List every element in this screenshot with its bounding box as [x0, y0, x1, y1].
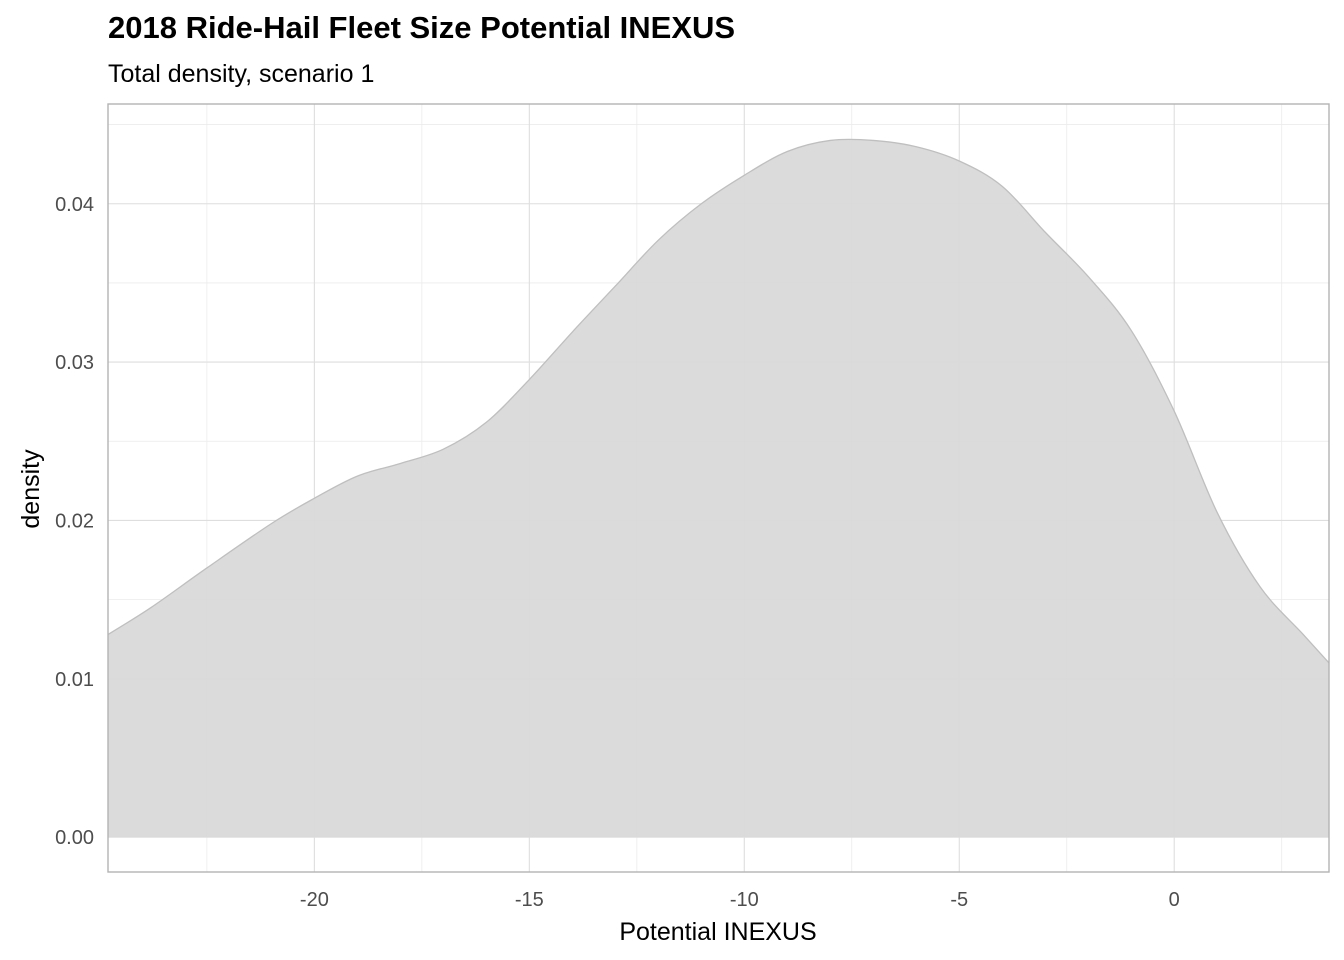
x-tick-label: -15 [515, 889, 544, 911]
chart-title: 2018 Ride-Hail Fleet Size Potential INEX… [108, 10, 736, 45]
y-tick-label: 0.00 [55, 827, 94, 849]
x-axis-tick-labels: -20 -15 -10 -5 0 [300, 889, 1180, 911]
density-area [108, 139, 1329, 838]
panel-border [107, 103, 1330, 873]
y-tick-label: 0.03 [55, 352, 94, 374]
x-tick-label: -20 [300, 889, 329, 911]
y-axis-title: density [17, 449, 45, 529]
density-curve [107, 138, 1330, 664]
x-tick-label: 0 [1169, 889, 1180, 911]
y-tick-label: 0.02 [55, 510, 94, 532]
density-area-layer [107, 138, 1330, 838]
x-tick-label: -5 [950, 889, 968, 911]
x-tick-label: -10 [730, 889, 759, 911]
y-axis-tick-labels: 0.00 0.01 0.02 0.03 0.04 [55, 194, 94, 849]
y-tick-label: 0.04 [55, 194, 94, 216]
x-axis-title: Potential INEXUS [619, 918, 816, 946]
y-tick-label: 0.01 [55, 669, 94, 691]
chart-subtitle: Total density, scenario 1 [108, 60, 375, 88]
